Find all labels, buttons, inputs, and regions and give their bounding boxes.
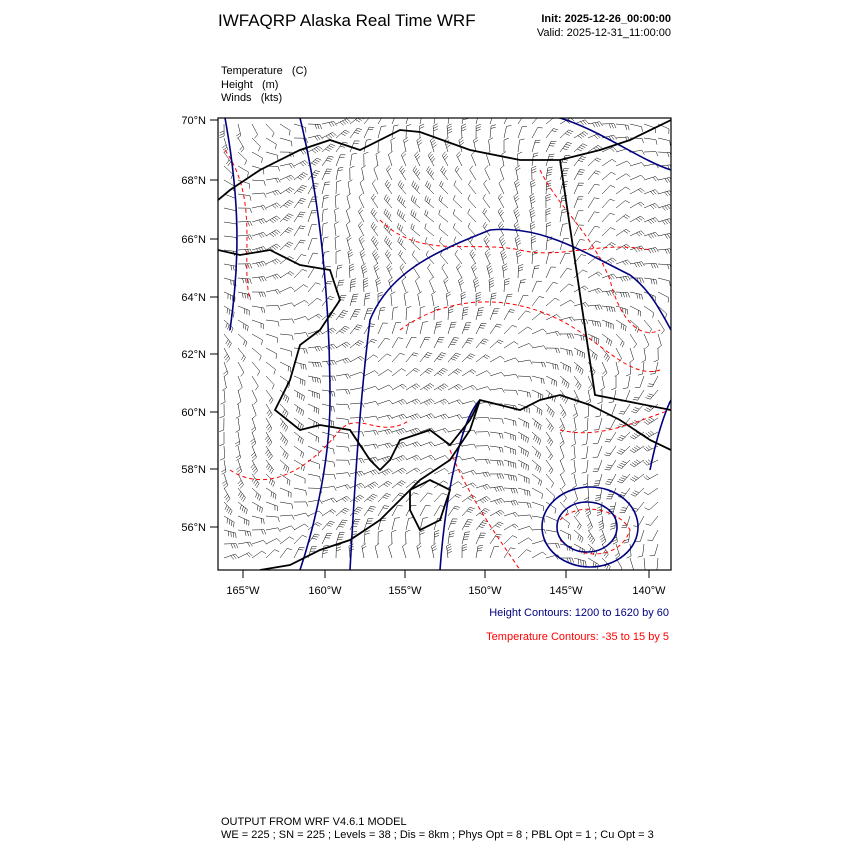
lon-label: 150°W [468,585,502,597]
field-label: Height (m) [221,79,278,91]
lon-label: 165°W [226,585,260,597]
height-contours [224,118,671,570]
map [218,118,671,570]
lat-label: 58°N [181,464,206,476]
lat-label: 56°N [181,522,206,534]
temperature-contours [224,149,671,570]
lat-label: 64°N [181,292,206,304]
field-label: Temperature (C) [221,65,307,77]
temperature-contour-note: Temperature Contours: -35 to 15 by 5 [486,631,669,643]
lat-label: 60°N [181,407,206,419]
lon-label: 155°W [388,585,422,597]
map-frame [217,117,672,571]
footer-line: WE = 225 ; SN = 225 ; Levels = 38 ; Dis … [221,829,654,841]
lon-label: 145°W [549,585,583,597]
lon-label: 160°W [308,585,342,597]
lon-label: 140°W [632,585,666,597]
coastline [218,119,671,570]
axis-ticks: 70°N 68°N 66°N 64°N 62°N 60°N 58°N 56°N 165°W 160… [181,115,666,597]
title: IWFAQRP Alaska Real Time WRF [218,11,476,30]
lat-label: 68°N [181,175,206,187]
lat-label: 62°N [181,349,206,361]
field-label: Winds (kts) [221,92,282,104]
valid-time: Valid: 2025-12-31_11:00:00 [537,27,671,39]
height-contour-note: Height Contours: 1200 to 1620 by 60 [489,607,669,619]
lat-label: 66°N [181,234,206,246]
lat-label: 70°N [181,115,206,127]
init-time: Init: 2025-12-26_00:00:00 [541,13,671,25]
footer-line: OUTPUT FROM WRF V4.6.1 MODEL [221,816,407,828]
wind-barb-field [219,118,671,570]
wind-barbs [219,118,671,570]
